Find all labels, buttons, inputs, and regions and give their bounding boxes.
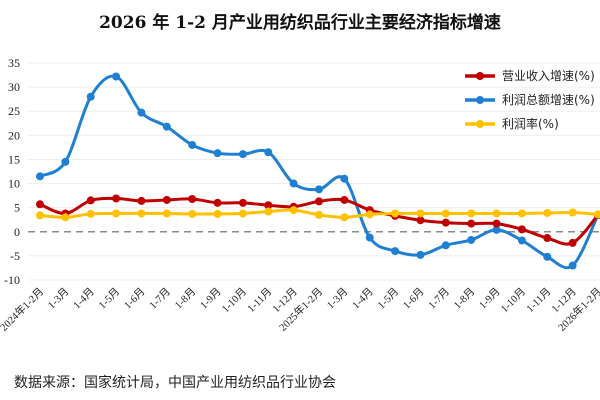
data-point	[340, 195, 349, 204]
data-point	[315, 210, 323, 219]
x-tick-label: 1-6月	[401, 286, 427, 312]
x-tick-label: 1-10月	[499, 286, 529, 316]
data-point	[441, 218, 450, 227]
data-point	[137, 108, 146, 117]
chart-title: 2026 年 1-2 月产业用纺织品行业主要经济指标增速	[99, 13, 501, 33]
data-point	[238, 198, 247, 207]
data-point	[568, 208, 577, 217]
data-point	[238, 150, 247, 159]
legend-marker	[476, 120, 484, 128]
data-point	[137, 196, 146, 205]
data-point	[543, 234, 552, 243]
y-tick-label: 20	[8, 128, 20, 142]
x-tick-label: 1-8月	[172, 286, 198, 312]
data-point	[315, 197, 323, 206]
y-tick-label: 10	[8, 177, 20, 191]
x-tick-label: 1-4月	[350, 286, 376, 312]
data-point	[86, 92, 95, 101]
y-tick-label: 30	[8, 80, 20, 94]
data-point	[36, 172, 44, 181]
data-point	[61, 157, 70, 166]
y-tick-label: 35	[8, 56, 20, 70]
data-point	[112, 209, 121, 218]
data-point	[36, 211, 44, 220]
y-tick-label: -10	[4, 273, 20, 287]
x-tick-label: 2024年1-2月	[0, 285, 46, 334]
y-tick-label: 0	[14, 225, 20, 239]
data-point	[340, 213, 349, 222]
data-point	[112, 72, 121, 81]
data-point	[86, 209, 95, 218]
data-point	[162, 209, 171, 218]
data-point	[543, 208, 552, 217]
x-tick-label: 1-7月	[426, 286, 452, 312]
data-point	[492, 219, 501, 228]
data-point	[188, 194, 197, 203]
data-point	[238, 209, 247, 218]
data-point	[289, 206, 298, 215]
legend-marker	[476, 72, 484, 80]
data-point	[441, 209, 450, 218]
data-point	[188, 209, 197, 218]
x-tick-label: 1-8月	[451, 286, 477, 312]
data-point	[36, 200, 44, 209]
y-tick-label: 5	[14, 201, 20, 215]
data-point	[416, 250, 425, 259]
legend-label: 利润总额增速(%)	[502, 93, 595, 107]
data-point	[264, 207, 273, 216]
y-tick-label: 25	[8, 104, 20, 118]
data-point	[416, 209, 425, 218]
data-source: 数据来源：国家统计局，中国产业用纺织品行业协会	[14, 375, 336, 391]
data-point	[315, 185, 323, 194]
x-tick-label: 1-11月	[245, 286, 274, 315]
data-point	[492, 209, 501, 218]
data-point	[213, 209, 222, 218]
data-point	[112, 194, 121, 203]
data-point	[441, 241, 450, 250]
data-point	[213, 198, 222, 207]
data-point	[365, 210, 374, 219]
data-point	[467, 219, 476, 228]
data-point	[594, 210, 600, 219]
data-point	[517, 225, 526, 234]
x-tick-label: 1-10月	[220, 286, 250, 316]
data-point	[61, 213, 70, 222]
legend-label: 利润率(%)	[502, 116, 559, 131]
data-point	[365, 233, 374, 242]
x-tick-label: 1-4月	[71, 286, 97, 312]
data-point	[391, 209, 400, 218]
data-point	[188, 140, 197, 149]
data-point	[213, 149, 222, 158]
y-tick-label: -5	[10, 249, 20, 263]
data-point	[86, 196, 95, 205]
x-tick-label: 1-3月	[46, 286, 72, 312]
legend-marker	[476, 96, 484, 104]
legend-label: 营业收入增速(%)	[502, 69, 595, 83]
x-tick-label: 1-11月	[524, 286, 553, 315]
data-point	[162, 122, 171, 131]
x-tick-label: 1-7月	[147, 286, 173, 312]
data-point	[264, 201, 273, 210]
data-point	[543, 252, 552, 261]
data-point	[568, 238, 577, 247]
data-point	[340, 174, 349, 183]
x-tick-label: 1-6月	[122, 286, 148, 312]
data-point	[137, 209, 146, 218]
x-tick-label: 1-5月	[375, 286, 401, 312]
data-point	[517, 209, 526, 218]
data-point	[162, 195, 171, 204]
x-tick-label: 1-5月	[96, 286, 122, 312]
x-tick-label: 1-3月	[325, 286, 351, 312]
data-point	[467, 235, 476, 244]
data-point	[416, 216, 425, 225]
y-tick-label: 15	[8, 152, 20, 166]
data-point	[568, 261, 577, 270]
data-point	[492, 225, 501, 234]
data-point	[517, 236, 526, 245]
data-point	[289, 179, 298, 188]
data-point	[467, 209, 476, 218]
data-point	[391, 247, 400, 256]
data-point	[264, 148, 273, 157]
